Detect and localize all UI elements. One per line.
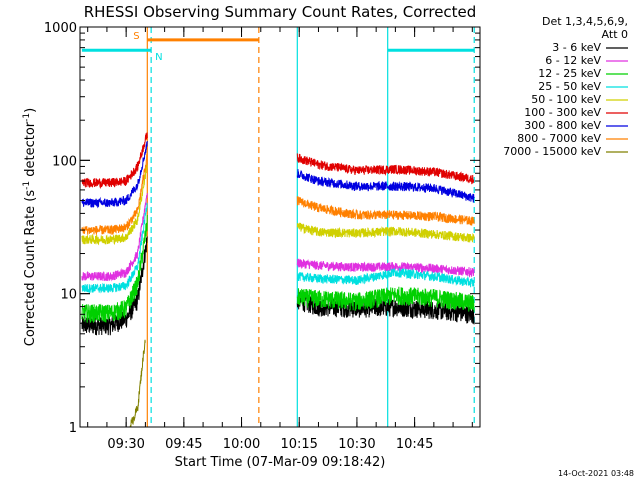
series-line-pre-gap [81,202,148,294]
x-tick-label: 10:45 [396,437,433,452]
flag-label: S [133,31,139,42]
legend-entry-label: 12 - 25 keV [538,67,601,80]
series-line-pre-gap [81,236,148,336]
series-line-post-gap [296,169,475,203]
legend-entry-label: 800 - 7000 keV [517,132,601,145]
y-tick-label: 100 [52,154,77,169]
y-tick-label: 1000 [44,21,77,36]
y-axis-label-mid: detector [23,121,38,181]
y-tick-label: 1 [69,421,77,436]
x-tick-label: 10:15 [280,437,317,452]
y-axis-label-end: ) [23,108,38,113]
legend-entry-label: 7000 - 15000 keV [503,145,601,158]
series-line-post-gap [296,222,475,243]
legend-entry-label: 300 - 800 keV [524,119,601,132]
ticks-layer: 1 10 100 1000 09:30 09:45 10:00 10:15 10:30 10:45 [44,21,480,452]
series-line-pre-gap [81,153,148,235]
x-tick-label: 10:30 [338,437,375,452]
legend-entry-label: 6 - 12 keV [545,54,601,67]
generation-timestamp: 14-Oct-2021 03:48 [558,469,634,478]
flag-label: N [155,52,162,63]
series-line-post-gap [296,153,475,185]
series-line-pre-gap [81,164,148,246]
legend-entry-label: 100 - 300 keV [524,106,601,119]
chart-title: RHESSI Observing Summary Count Rates, Co… [84,3,477,21]
x-tick-label: 10:00 [223,437,260,452]
x-axis-label: Start Time (07-Mar-09 09:18:42) [175,455,386,470]
x-tick-label: 09:45 [165,437,202,452]
legend-header-attenuator: Att 0 [602,28,628,41]
series-line-post-gap [296,258,475,278]
legend-header-detectors: Det 1,3,4,5,6,9, [542,15,628,28]
series-line-pre-gap [129,339,146,428]
series-line-post-gap [296,291,475,325]
series-line-pre-gap [81,132,148,189]
legend-entry-label: 3 - 6 keV [552,41,601,54]
series-line-post-gap [296,196,475,226]
legend-entry-label: 25 - 50 keV [538,80,601,93]
x-tick-label: 09:30 [107,437,144,452]
y-axis-label: Corrected Count Rate (s-1 detector-1) [22,108,38,346]
series-line-pre-gap [81,193,148,282]
series-line-pre-gap [81,140,148,209]
y-axis-label-sup1: -1 [22,181,32,190]
series-line-post-gap [296,267,475,288]
y-axis-label-sup2: -1 [22,113,32,122]
series-line-post-gap [296,286,475,312]
y-tick-label: 10 [60,288,77,303]
y-axis-label-main: Corrected Count Rate (s [23,190,38,347]
legend-entry-label: 50 - 100 keV [531,93,601,106]
series-line-pre-gap [81,214,148,323]
data-layer: SN [81,27,475,428]
